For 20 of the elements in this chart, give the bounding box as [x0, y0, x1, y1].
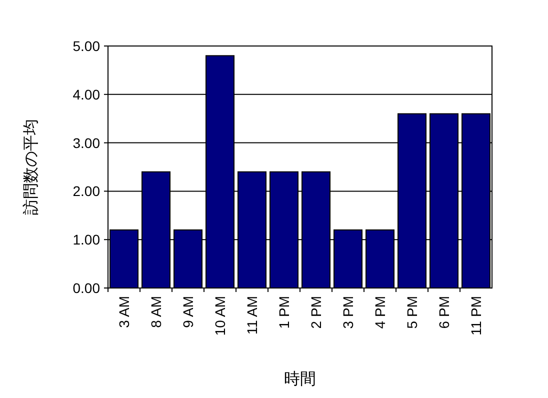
y-tick-label: 5.00 — [72, 38, 100, 54]
y-tick-label: 1.00 — [72, 232, 100, 248]
x-tick-label: 5 PM — [404, 296, 420, 329]
x-tick-label: 1 PM — [276, 296, 292, 329]
y-axis-title: 訪問数の平均 — [22, 119, 40, 215]
x-tick-label: 11 PM — [468, 296, 484, 336]
x-tick-label: 6 PM — [436, 296, 452, 329]
x-axis-title: 時間 — [284, 370, 316, 388]
x-tick-label: 4 PM — [372, 296, 388, 329]
x-tick-label: 8 AM — [148, 296, 164, 328]
y-tick-label: 4.00 — [72, 86, 100, 102]
x-tick-label: 3 AM — [116, 296, 132, 328]
x-tick-label: 10 AM — [212, 296, 228, 336]
x-tick-label: 2 PM — [308, 296, 324, 329]
y-tick-label: 0.00 — [72, 280, 100, 296]
y-tick-label: 3.00 — [72, 134, 100, 151]
y-tick-label: 2.00 — [72, 183, 100, 200]
x-tick-label: 9 AM — [180, 296, 196, 328]
x-tick-label: 11 AM — [244, 296, 260, 335]
x-tick-label: 3 PM — [340, 296, 356, 329]
